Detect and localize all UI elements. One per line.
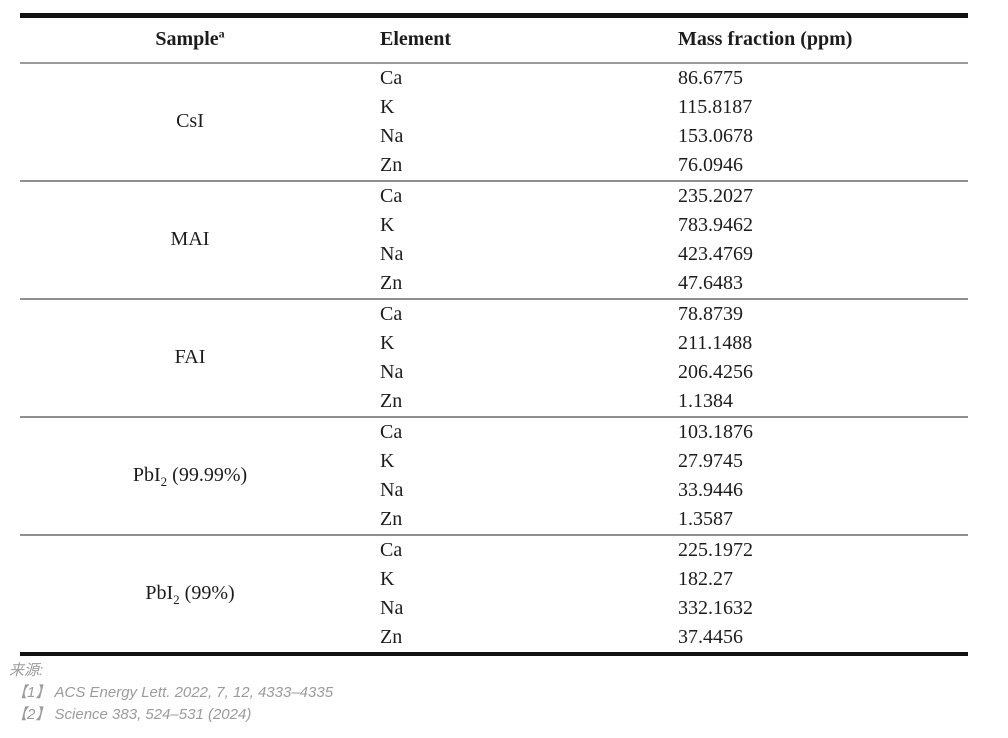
source-footer: 来源: 【1】 ACS Energy Lett. 2022, 7, 12, 43… [9, 660, 333, 726]
element-cell: K [380, 449, 395, 472]
mass-fraction-cell: 78.8739 [678, 302, 743, 325]
source-reference-1: 【1】 ACS Energy Lett. 2022, 7, 12, 4333–4… [12, 684, 334, 701]
sample-cell: FAI [20, 299, 360, 417]
mass-fraction-cell: 103.1876 [678, 420, 753, 443]
mass-fraction-cell: 211.1488 [678, 331, 753, 354]
element-cell: Na [380, 360, 404, 383]
mass-fraction-table-wrap: Samplea Element Mass fraction (ppm) CsI … [20, 13, 968, 656]
mass-fraction-cell: 206.4256 [678, 360, 753, 383]
table-row: CsI Ca 86.6775 [20, 63, 968, 133]
table-row: Na 332.1632 [20, 594, 968, 623]
element-cell: Zn [380, 389, 403, 412]
header-element: Element [380, 28, 452, 51]
element-cell: Ca [380, 420, 403, 443]
mass-fraction-cell: 86.6775 [678, 66, 743, 89]
table-row: Zn 37.4456 [20, 623, 968, 654]
mass-fraction-cell: 76.0946 [678, 153, 743, 176]
group-pbi2-99: PbI2 (99%) Ca 225.1972 K 182.27 Na 332.1… [20, 534, 968, 654]
table-row: K 211.1488 [20, 329, 968, 358]
mass-fraction-cell: 115.8187 [678, 95, 753, 118]
element-cell: Na [380, 596, 404, 619]
sample-name: FAI [174, 346, 206, 368]
table-row: Na 206.4256 [20, 358, 968, 387]
mass-fraction-cell: 182.27 [678, 567, 733, 590]
element-cell: Ca [380, 66, 403, 89]
element-cell: Na [380, 478, 404, 501]
header-mass-fraction: Mass fraction (ppm) [678, 28, 853, 51]
mass-fraction-cell: 33.9446 [678, 478, 743, 501]
header-sample-label: Sample [155, 28, 219, 51]
source-label: 来源: [9, 662, 44, 679]
mass-fraction-cell: 37.4456 [678, 625, 743, 648]
group-mai: MAI Ca 235.2027 K 783.9462 Na 423.4769 Z… [20, 180, 968, 299]
header-sample-superscript: a [218, 26, 225, 41]
header-sample: Samplea [20, 16, 360, 63]
table-row: K 27.9745 [20, 447, 968, 476]
sample-cell: PbI2 (99%) [20, 535, 360, 654]
sample-suffix: (99.99%) [167, 464, 248, 486]
sample-subscript: 2 [173, 592, 180, 607]
table-row: K 115.8187 [20, 93, 968, 122]
mass-fraction-cell: 1.1384 [678, 389, 733, 412]
element-cell: Na [380, 124, 404, 147]
table-row: Na 423.4769 [20, 240, 968, 269]
element-cell: Zn [380, 271, 403, 294]
mass-fraction-cell: 423.4769 [678, 242, 753, 265]
sample-cell: PbI2 (99.99%) [20, 417, 360, 535]
element-cell: Zn [380, 507, 403, 530]
mass-fraction-cell: 332.1632 [678, 596, 753, 619]
sample-name: PbI [132, 464, 161, 486]
mass-fraction-cell: 153.0678 [678, 124, 753, 147]
sample-subscript: 2 [160, 474, 168, 489]
sample-name: MAI [170, 228, 210, 250]
sample-cell: CsI [20, 63, 360, 181]
mass-fraction-cell: 783.9462 [678, 213, 753, 236]
mass-fraction-cell: 1.3587 [678, 507, 733, 530]
sample-name: CsI [176, 110, 204, 132]
group-pbi2-9999: PbI2 (99.99%) Ca 103.1876 K 27.9745 Na 3… [20, 416, 968, 535]
mass-fraction-cell: 27.9745 [678, 449, 743, 472]
table-row: FAI Ca 78.8739 [20, 299, 968, 369]
element-cell: K [380, 331, 395, 354]
table-row: K 182.27 [20, 565, 968, 594]
source-reference-2: 【2】 Science 383, 524–531 (2024) [12, 706, 252, 723]
table-row: Zn 1.1384 [20, 387, 968, 417]
mass-fraction-table: Samplea Element Mass fraction (ppm) CsI … [20, 13, 968, 656]
table-row: Zn 76.0946 [20, 151, 968, 181]
element-cell: K [380, 95, 395, 118]
element-cell: Ca [380, 538, 403, 561]
sample-name: PbI [145, 582, 174, 604]
element-cell: K [380, 567, 395, 590]
sample-suffix: (99%) [179, 582, 235, 604]
header-row: Samplea Element Mass fraction (ppm) [20, 16, 968, 63]
element-cell: Zn [380, 153, 403, 176]
table-row: Na 33.9446 [20, 476, 968, 505]
element-cell: Na [380, 242, 404, 265]
table-row: PbI2 (99%) Ca 225.1972 [20, 535, 968, 607]
element-cell: Zn [380, 625, 403, 648]
mass-fraction-cell: 235.2027 [678, 184, 753, 207]
element-cell: Ca [380, 184, 403, 207]
table-header: Samplea Element Mass fraction (ppm) [20, 16, 968, 63]
group-fai: FAI Ca 78.8739 K 211.1488 Na 206.4256 Zn… [20, 298, 968, 417]
sample-cell: MAI [20, 181, 360, 299]
table-row: MAI Ca 235.2027 [20, 181, 968, 251]
table-row: K 783.9462 [20, 211, 968, 240]
table-row: PbI2 (99.99%) Ca 103.1876 [20, 417, 968, 489]
table-row: Zn 1.3587 [20, 505, 968, 535]
mass-fraction-cell: 225.1972 [678, 538, 753, 561]
element-cell: Ca [380, 302, 403, 325]
mass-fraction-cell: 47.6483 [678, 271, 743, 294]
table-row: Na 153.0678 [20, 122, 968, 151]
table-row: Zn 47.6483 [20, 269, 968, 299]
group-csi: CsI Ca 86.6775 K 115.8187 Na 153.0678 Zn… [20, 63, 968, 181]
element-cell: K [380, 213, 395, 236]
